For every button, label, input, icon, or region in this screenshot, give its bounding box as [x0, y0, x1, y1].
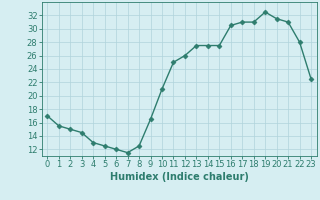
- X-axis label: Humidex (Indice chaleur): Humidex (Indice chaleur): [110, 172, 249, 182]
